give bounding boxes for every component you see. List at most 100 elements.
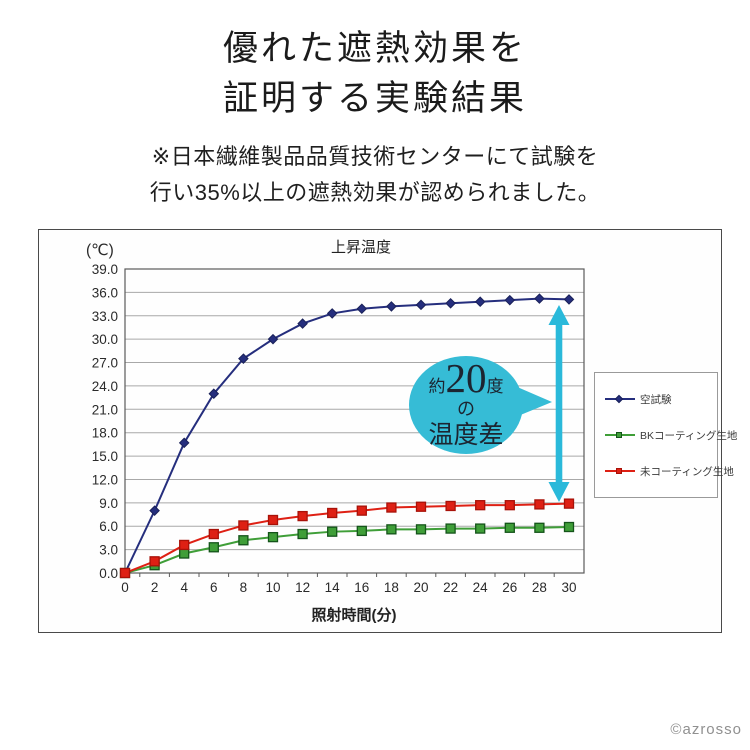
chart-legend: 空試験 BKコーティング生地 未コーティング生地 — [594, 372, 737, 498]
x-axis-tick-label: 4 — [180, 580, 188, 595]
data-point-1 — [386, 524, 397, 535]
y-axis-tick-label: 27.0 — [92, 356, 118, 371]
data-point-1 — [238, 535, 249, 546]
data-point-0 — [208, 388, 220, 400]
x-axis-tick-label: 30 — [561, 580, 576, 595]
y-axis-tick-label: 0.0 — [99, 566, 118, 581]
legend-item-blank-test: 空試験 — [605, 392, 715, 407]
legend-label-bk-coated: BKコーティング生地 — [640, 429, 738, 442]
data-point-1 — [297, 528, 308, 540]
y-axis-unit-label: (℃) — [86, 242, 114, 259]
chart-title: 上昇温度 — [331, 239, 391, 256]
x-axis-tick-label: 2 — [151, 580, 159, 595]
page-title: 優れた遮熱効果を 証明する実験結果 — [0, 24, 750, 123]
data-point-2 — [563, 498, 575, 509]
data-point-0 — [445, 297, 456, 309]
y-axis-tick-label: 12.0 — [92, 472, 118, 487]
chart-canvas: 0.0 3.0 6.0 9.0 12.0 15.0 18.0 21.0 24.0 27.0 30.0… — [86, 239, 585, 624]
y-axis-tick-label: 21.0 — [92, 402, 118, 417]
x-axis-tick-label: 0 — [121, 580, 129, 595]
data-point-0 — [326, 308, 338, 319]
temperature-rise-chart: 0.0 3.0 6.0 9.0 12.0 15.0 18.0 21.0 24.0 27.0 30.0… — [38, 229, 737, 633]
y-axis-tick-label: 6.0 — [99, 519, 118, 534]
page-subtitle-line2: 行い35%以上の遮熱効果が認められました。 — [149, 179, 601, 205]
plot-border — [124, 268, 585, 574]
series-line-0 — [124, 297, 570, 574]
data-point-0 — [356, 303, 368, 315]
data-point-2 — [238, 520, 249, 531]
data-point-2 — [445, 500, 456, 512]
y-axis-tick-label: 9.0 — [99, 496, 118, 511]
data-point-0 — [504, 294, 516, 306]
legend-label-uncoated: 未コーティング生地 — [640, 465, 734, 478]
x-axis-tick-label: 16 — [354, 580, 369, 595]
data-point-0 — [178, 437, 190, 449]
data-point-0 — [534, 293, 545, 304]
y-axis-tick-label: 39.0 — [92, 262, 118, 277]
x-axis-tick-label: 28 — [532, 580, 547, 595]
data-point-2 — [297, 510, 308, 522]
data-point-2 — [149, 556, 160, 567]
data-point-2 — [179, 539, 190, 551]
data-point-0 — [474, 296, 486, 308]
blank-test-line-marker-icon — [605, 394, 635, 404]
data-point-0 — [563, 294, 575, 305]
data-point-2 — [267, 514, 279, 526]
data-point-0 — [149, 505, 160, 516]
page-subtitle: ※日本繊維製品品質技術センターにて試験を 行い35%以上の遮熱効果が認められまし… — [0, 139, 750, 210]
x-axis-tick-label: 6 — [210, 580, 218, 595]
x-axis-tick-label: 24 — [473, 580, 489, 595]
data-point-1 — [534, 522, 545, 533]
data-point-1 — [563, 521, 575, 533]
uncoated-line-marker-icon — [605, 467, 635, 476]
data-point-2 — [504, 500, 515, 511]
data-point-0 — [238, 353, 249, 364]
x-axis-tick-label: 20 — [413, 580, 428, 595]
data-point-0 — [267, 333, 279, 345]
data-point-1 — [475, 523, 486, 534]
data-point-2 — [415, 501, 427, 512]
data-point-2 — [475, 500, 486, 511]
data-point-2 — [534, 499, 545, 510]
legend-item-uncoated: 未コーティング生地 — [605, 464, 734, 479]
page-title-line2: 証明する実験結果 — [222, 78, 527, 118]
arrow-head-down-icon — [548, 482, 570, 502]
x-axis-tick-label: 10 — [265, 580, 280, 595]
y-axis-tick-label: 36.0 — [92, 285, 118, 300]
data-point-0 — [297, 318, 308, 329]
x-axis-label: 照射時間(分) — [312, 606, 397, 624]
data-point-1 — [415, 524, 427, 535]
data-point-2 — [119, 567, 131, 579]
page-subtitle-line1: ※日本繊維製品品質技術センターにて試験を — [151, 144, 599, 169]
legend-item-bk-coated: BKコーティング生地 — [605, 428, 737, 443]
x-axis-tick-label: 18 — [384, 580, 399, 595]
data-point-1 — [445, 523, 456, 534]
data-point-2 — [208, 528, 219, 540]
y-axis-tick-label: 24.0 — [92, 379, 118, 394]
data-point-0 — [386, 301, 397, 312]
y-axis-tick-label: 33.0 — [92, 309, 118, 324]
page-title-line1: 優れた遮熱効果を — [222, 29, 527, 68]
data-point-1 — [504, 522, 515, 533]
y-axis-tick-label: 3.0 — [99, 543, 118, 558]
legend-label-blank-test: 空試験 — [640, 393, 672, 406]
y-axis-tick-label: 15.0 — [92, 449, 118, 464]
x-axis-tick-label: 12 — [295, 580, 310, 595]
data-point-1 — [179, 548, 190, 559]
callout-bubble — [409, 356, 523, 454]
x-axis-tick-label: 22 — [443, 580, 458, 595]
copyright-text: ©azrosso — [670, 721, 742, 738]
data-point-2 — [356, 505, 367, 516]
data-point-1 — [208, 542, 219, 553]
data-point-2 — [386, 502, 397, 513]
data-point-0 — [415, 299, 427, 311]
data-point-1 — [356, 525, 367, 537]
x-axis-tick-label: 14 — [325, 580, 341, 595]
data-point-2 — [327, 507, 338, 519]
x-axis-tick-label: 26 — [502, 580, 517, 595]
series-line-1 — [124, 526, 570, 574]
x-axis-tick-label: 8 — [240, 580, 248, 595]
temperature-gap-arrow — [555, 323, 563, 484]
y-axis-tick-label: 30.0 — [92, 332, 118, 347]
bk-coated-line-marker-icon — [605, 431, 635, 440]
